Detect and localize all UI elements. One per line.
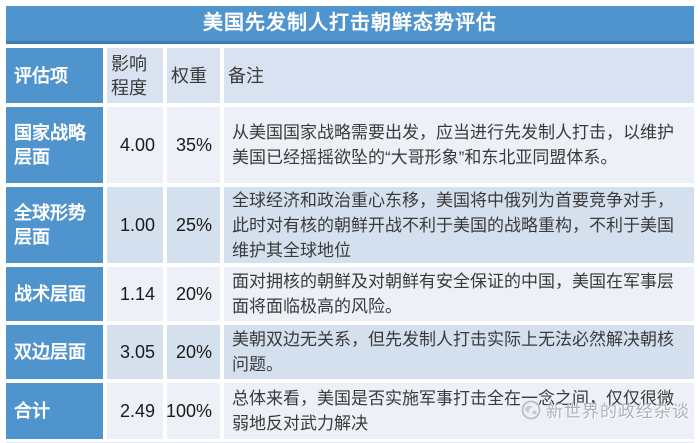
row-weight-cell: 20% <box>167 325 220 379</box>
row-weight-cell: 25% <box>167 187 220 263</box>
row-notes-cell: 面对拥核的朝鲜及对朝鲜有安全保证的中国，美国在军事层面将面临极高的风险。 <box>224 267 694 321</box>
row-impact-cell: 1.14 <box>107 267 163 321</box>
row-impact-cell: 3.05 <box>107 325 163 379</box>
column-header-notes: 备注 <box>224 48 694 103</box>
table-title: 美国先发制人打击朝鲜态势评估 <box>6 6 694 44</box>
slide-content: 美国先发制人打击朝鲜态势评估 评估项 影响程度 权重 备注 国家战略层面 4.0… <box>6 6 694 443</box>
watermark-text: 新世界的政经杂谈 <box>546 402 690 421</box>
row-item-cell: 战术层面 <box>6 267 103 321</box>
total-notes-cell: 总体来看，美国是否实施军事打击全在一念之间，仅仅很微弱地反对武力解决 <box>224 383 694 439</box>
row-notes-cell: 全球经济和政治重心东移，美国将中俄列为首要竞争对手，此时对有核的朝鲜开战不利于美… <box>224 187 694 263</box>
row-notes-cell: 从美国国家战略需要出发，应当进行先发制人打击，以维护美国已经摇摇欲坠的“大哥形象… <box>224 107 694 183</box>
watermark: 新世界的政经杂谈 <box>521 397 690 422</box>
row-weight-cell: 35% <box>167 107 220 183</box>
logo-circle-icon <box>521 400 541 420</box>
column-header-item: 评估项 <box>6 48 103 103</box>
column-header-weight: 权重 <box>167 48 220 103</box>
total-weight-cell: 100% <box>166 383 220 439</box>
row-notes-cell: 美朝双边无关系，但先发制人打击实际上无法必然解决朝核问题。 <box>224 325 694 379</box>
row-impact-cell: 1.00 <box>107 187 163 263</box>
row-weight-cell: 20% <box>167 267 220 321</box>
assessment-table: 评估项 影响程度 权重 备注 国家战略层面 4.00 35% 从美国国家战略需要… <box>6 48 694 439</box>
total-item-cell: 合计 <box>6 383 103 439</box>
column-header-impact: 影响程度 <box>107 48 163 103</box>
row-item-cell: 国家战略层面 <box>6 107 103 183</box>
row-impact-cell: 4.00 <box>107 107 163 183</box>
row-item-cell: 双边层面 <box>6 325 103 379</box>
row-item-cell: 全球形势层面 <box>6 187 103 263</box>
total-impact-cell: 2.49 <box>107 383 163 439</box>
